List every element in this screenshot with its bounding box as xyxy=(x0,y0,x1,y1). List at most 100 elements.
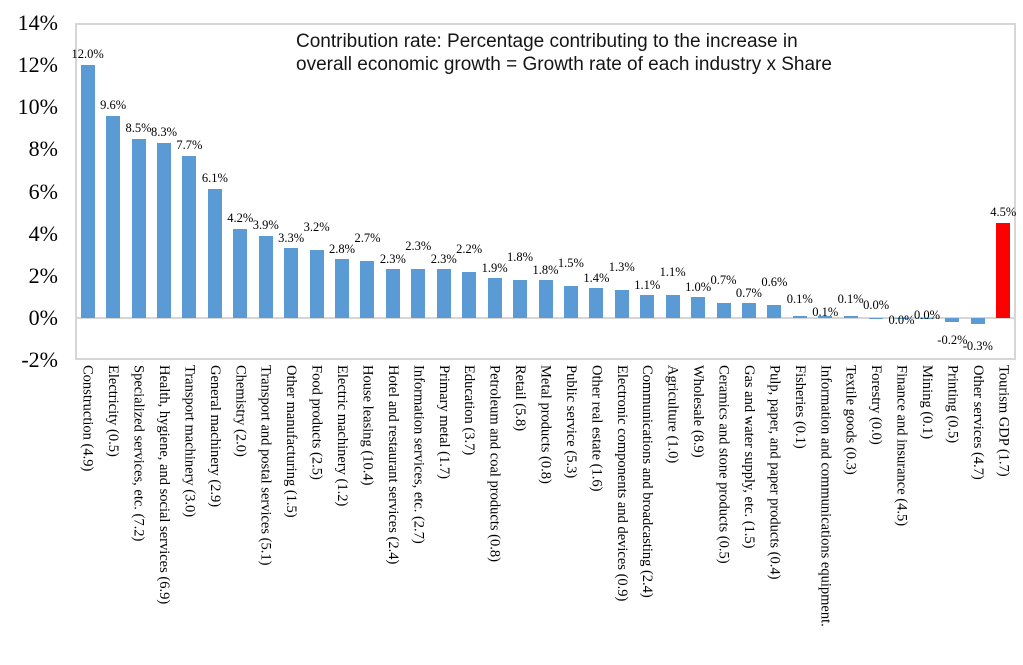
bar xyxy=(182,155,197,318)
bar xyxy=(970,317,985,325)
bar-value-label: 9.6% xyxy=(100,97,127,112)
y-axis-tick-label: 4% xyxy=(28,220,58,246)
category-label: Finance and insurance (4.5) xyxy=(893,365,910,527)
category-label: Metal products (0.8) xyxy=(537,365,554,484)
category-label: Specialized services, etc. (7.2) xyxy=(130,365,147,542)
y-axis-tick-label: 12% xyxy=(17,52,58,78)
bar xyxy=(80,65,95,318)
bar xyxy=(462,271,477,318)
bar xyxy=(894,317,909,319)
bar xyxy=(767,305,782,318)
bar xyxy=(792,315,807,318)
bar xyxy=(360,261,375,318)
bar xyxy=(818,315,833,318)
x-axis-zero-line xyxy=(75,316,1016,319)
bar-value-label: 2.3% xyxy=(430,252,457,267)
category-label: Tourism GDP (1.7) xyxy=(995,365,1012,477)
bar xyxy=(640,294,655,318)
category-label: Fisheries (0.1) xyxy=(791,365,808,449)
bar xyxy=(716,303,731,318)
bar xyxy=(106,115,121,318)
bar-value-label: 0.0% xyxy=(913,307,940,322)
category-label: Other manufacturing (1.5) xyxy=(283,365,300,518)
bar-value-label: 0.0% xyxy=(863,297,890,312)
bar-value-label: -0.3% xyxy=(962,339,993,354)
category-label: Printing (0.5) xyxy=(944,365,961,444)
bar-value-label: 3.9% xyxy=(252,217,279,232)
bar xyxy=(284,248,299,318)
bar xyxy=(436,269,451,318)
bar-highlighted xyxy=(996,223,1011,318)
category-label: Textile goods (0.3) xyxy=(842,365,859,475)
bar-value-label: 12.0% xyxy=(71,47,104,62)
bar-value-label: 8.5% xyxy=(125,120,152,135)
bar-value-label: 3.2% xyxy=(303,220,330,235)
bar-value-label: 1.5% xyxy=(557,256,584,271)
bar-value-label: 0.6% xyxy=(761,275,788,290)
bar xyxy=(589,288,604,318)
bar-value-label: 0.0% xyxy=(888,312,915,327)
bar-value-label: 0.1% xyxy=(837,291,864,306)
bar xyxy=(843,315,858,318)
bar xyxy=(945,317,960,323)
bar-value-label: 4.5% xyxy=(990,205,1017,220)
bar xyxy=(411,269,426,318)
bar-value-label: 1.1% xyxy=(659,264,686,279)
bar xyxy=(207,189,222,318)
y-axis-tick-label: -2% xyxy=(21,347,58,372)
category-label: Other services (4.7) xyxy=(969,365,986,480)
category-label: Gas and water supply, etc. (1.5) xyxy=(740,365,757,549)
bar-value-label: 1.8% xyxy=(507,249,534,264)
category-label: Transport and postal services (5.1) xyxy=(257,365,274,566)
bar xyxy=(538,279,553,318)
annotation-note: Contribution rate: Percentage contributi… xyxy=(296,30,832,76)
bar xyxy=(309,250,324,318)
bar xyxy=(614,290,629,318)
bar xyxy=(919,317,934,319)
bar xyxy=(513,279,528,318)
bar-value-label: 7.7% xyxy=(176,137,203,152)
category-label: Food products (2.5) xyxy=(308,365,325,480)
bar xyxy=(869,317,884,319)
bar xyxy=(487,277,502,318)
bar-value-label: 1.1% xyxy=(634,277,661,292)
bar-value-label: 3.3% xyxy=(278,231,305,246)
bar-value-label: 1.9% xyxy=(481,260,508,275)
category-label: Electric machinery (1.2) xyxy=(334,365,351,507)
y-axis-tick-label: 10% xyxy=(17,94,58,120)
bar xyxy=(691,296,706,318)
bar-value-label: 2.2% xyxy=(456,241,483,256)
bar xyxy=(665,294,680,318)
bar xyxy=(741,303,756,318)
category-label: Construction (4.9) xyxy=(79,365,96,472)
category-label: Mining (0.1) xyxy=(918,365,935,440)
category-label: Electronic components and devices (0.9) xyxy=(613,365,630,602)
category-label: Primary metal (1.7) xyxy=(435,365,452,479)
bar xyxy=(335,258,350,318)
category-label: House leasing (10.4) xyxy=(359,365,376,486)
bar-value-label: -0.2% xyxy=(937,333,968,348)
category-label: Retail (5.8) xyxy=(512,365,529,432)
bar-value-label: 4.2% xyxy=(227,211,254,226)
category-label: Other real estate (1.6) xyxy=(588,365,605,492)
category-label: Information and communications equipment… xyxy=(817,365,834,627)
bar xyxy=(157,143,171,318)
bar-value-label: 0.7% xyxy=(710,273,737,288)
category-label: Wholesale (8.9) xyxy=(690,365,707,458)
y-axis-tick-label: 6% xyxy=(28,178,58,204)
bar-value-label: 1.8% xyxy=(532,262,559,277)
category-label: Ceramics and stone products (0.5) xyxy=(715,365,732,564)
bar xyxy=(385,269,400,318)
annotation-line-1: Contribution rate: Percentage contributi… xyxy=(296,31,798,52)
bar-value-label: 8.3% xyxy=(150,125,178,140)
category-label: Public service (5.3) xyxy=(562,365,579,479)
bar-value-label: 0.1% xyxy=(812,304,839,319)
category-label: Hotel and restaurant services (2.4) xyxy=(384,365,401,565)
category-label: Petroleum and coal products (0.8) xyxy=(486,365,503,562)
category-label: Pulp, paper, and paper products (0.4) xyxy=(766,365,783,580)
category-label: Transport machinery (3.0) xyxy=(181,365,198,518)
category-label: General machinery (2.9) xyxy=(206,365,223,508)
bar-value-label: 0.7% xyxy=(735,286,762,301)
category-label: Chemistry (2.0) xyxy=(232,365,249,457)
bar-value-label: 1.0% xyxy=(685,279,712,294)
